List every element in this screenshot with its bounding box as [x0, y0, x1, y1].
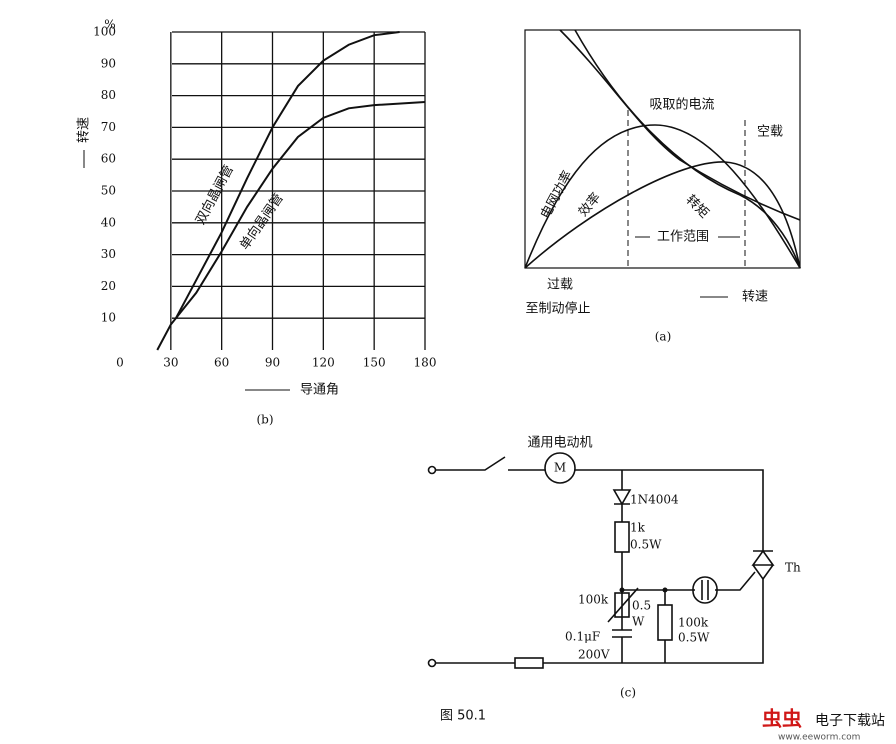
- motor: [544, 452, 576, 484]
- y-tick-label: 70: [101, 120, 116, 134]
- pot-arrow: [607, 587, 639, 623]
- wire: [436, 456, 764, 664]
- x-tick-label: 30: [163, 356, 178, 370]
- label: 1k: [630, 521, 646, 535]
- label: 空载: [757, 125, 783, 140]
- x-tick-label: 0: [116, 356, 124, 370]
- triac: [751, 549, 775, 581]
- efficiency-curve: [524, 161, 801, 269]
- y-tick-label: 30: [101, 247, 116, 261]
- y-tick-label: 50: [101, 184, 116, 198]
- watermark-site: 电子下载站: [815, 713, 885, 729]
- label: 效率: [575, 190, 604, 220]
- node: [662, 587, 668, 593]
- label: Th: [785, 561, 801, 575]
- x-axis-label: 导通角: [300, 383, 339, 398]
- label: 100k: [578, 593, 609, 607]
- y-unit: %: [104, 18, 115, 32]
- label: 转矩: [682, 192, 711, 221]
- caption-b: (b): [256, 413, 273, 427]
- label: 通用电动机: [527, 436, 592, 451]
- x-tick-label: 120: [312, 356, 335, 370]
- caption-c: (c): [620, 686, 636, 700]
- series-label: 单向晶闸管: [236, 190, 286, 252]
- y-tick-label: 20: [101, 279, 116, 293]
- potentiometer: [614, 592, 630, 618]
- diac-bars: [701, 580, 709, 600]
- label: 1N4004: [630, 493, 679, 507]
- label: 电网功率: [537, 168, 576, 221]
- label: 0.1μF: [565, 630, 600, 644]
- resistor: [614, 521, 630, 553]
- caption-a: (a): [655, 330, 672, 344]
- y-tick-label: 60: [101, 152, 116, 166]
- label: 200V: [578, 648, 610, 662]
- x-tick-label: 90: [265, 356, 280, 370]
- motor-label: M: [554, 461, 566, 475]
- frame: [524, 29, 801, 269]
- torque-curve: [574, 29, 801, 269]
- current-curve: [559, 29, 801, 221]
- terminal: [427, 465, 437, 475]
- y-tick-label: 90: [101, 56, 116, 70]
- label: 0.5: [632, 599, 651, 613]
- label: 转速: [742, 290, 768, 305]
- grid-power-curve: [524, 124, 801, 269]
- series-line: [156, 100, 426, 351]
- label: 0.5W: [630, 538, 662, 552]
- panel-a: 工作范围 吸取的电流 空载 电网功率 效率 转矩 过载 至制动停止 转速 (a): [524, 29, 801, 344]
- panel-c: M 通用电动机 1N4004 1k 0.5W Th 100k 0.5 W 100…: [427, 436, 801, 700]
- x-tick-label: 60: [214, 356, 229, 370]
- label: 至制动停止: [525, 301, 590, 317]
- y-tick-label: 40: [101, 215, 116, 229]
- x-tick-label: 180: [414, 356, 437, 370]
- watermark-url: www.eeworm.com: [778, 733, 860, 743]
- node: [619, 587, 625, 593]
- label: 100k: [678, 616, 709, 630]
- watermark-logo: 虫虫: [762, 707, 802, 731]
- y-axis-label: 转速: [77, 117, 92, 143]
- y-tick-label: 10: [101, 311, 116, 325]
- series-label: 双向晶闸管: [192, 162, 237, 227]
- label: 0.5W: [678, 631, 710, 645]
- terminal: [427, 658, 437, 668]
- y-tick-label: 100: [93, 25, 116, 39]
- resistor: [657, 604, 673, 641]
- series-line: [175, 31, 400, 319]
- label: W: [632, 615, 645, 629]
- y-tick-label: 80: [101, 88, 116, 102]
- figure-caption: 图 50.1: [440, 709, 486, 724]
- x-tick-label: 150: [363, 356, 386, 370]
- label: 工作范围: [657, 230, 709, 245]
- label: 吸取的电流: [649, 97, 714, 113]
- diac: [692, 576, 718, 604]
- label: 过载: [547, 278, 573, 293]
- fuse: [514, 657, 544, 669]
